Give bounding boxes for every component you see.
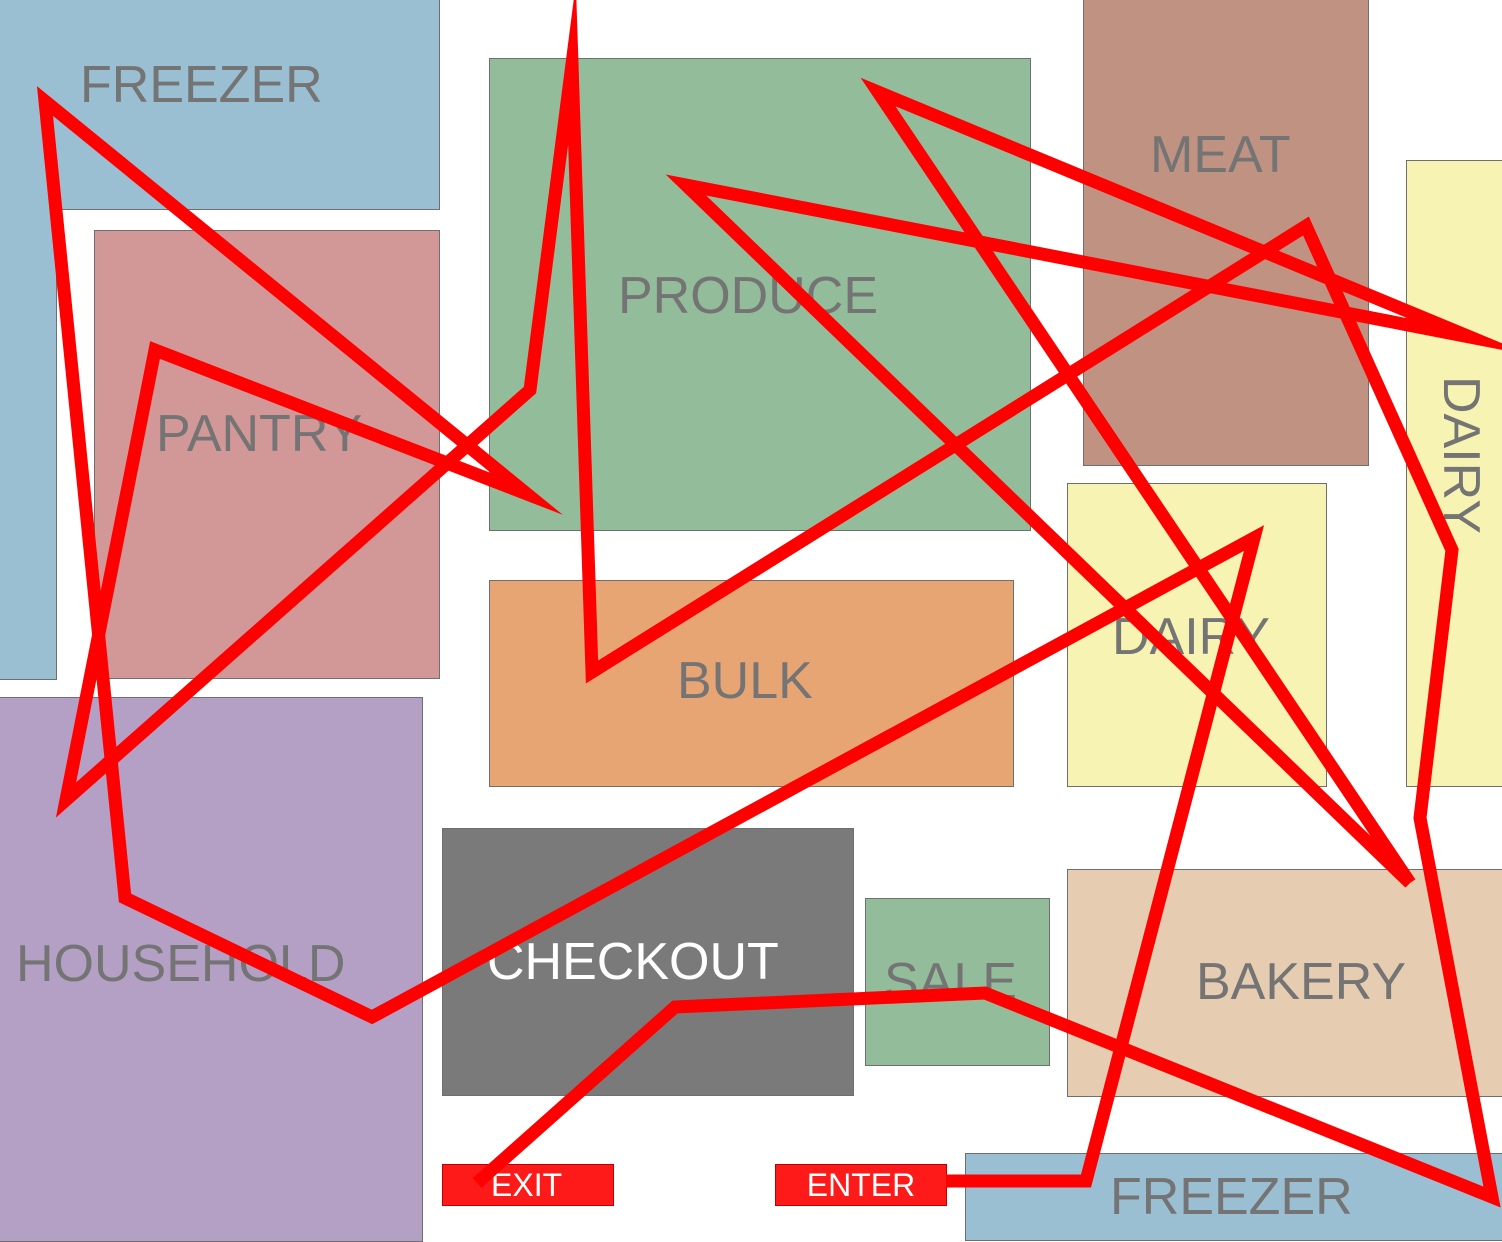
meat-label: MEAT [1150,126,1291,184]
dairy-vertical-label: DAIRY [1432,376,1490,534]
zone-freezer-top [0,0,440,210]
bakery-label: BAKERY [1196,953,1407,1011]
freezer-bottom-label: FREEZER [1110,1168,1353,1226]
enter-button[interactable]: ENTER [775,1164,947,1206]
route-line [36,0,1501,1208]
exit-button[interactable]: EXIT [442,1164,614,1206]
checkout-label: CHECKOUT [487,933,779,991]
zone-sale [865,898,1050,1066]
freezer-top-label: FREEZER [80,56,323,114]
zone-freezer-top-strip [0,200,57,680]
route-line-loop [665,77,1502,888]
zone-bulk [489,580,1014,787]
bulk-label: BULK [677,652,813,710]
zone-pantry [94,230,440,679]
produce-label: PRODUCE [618,267,879,325]
